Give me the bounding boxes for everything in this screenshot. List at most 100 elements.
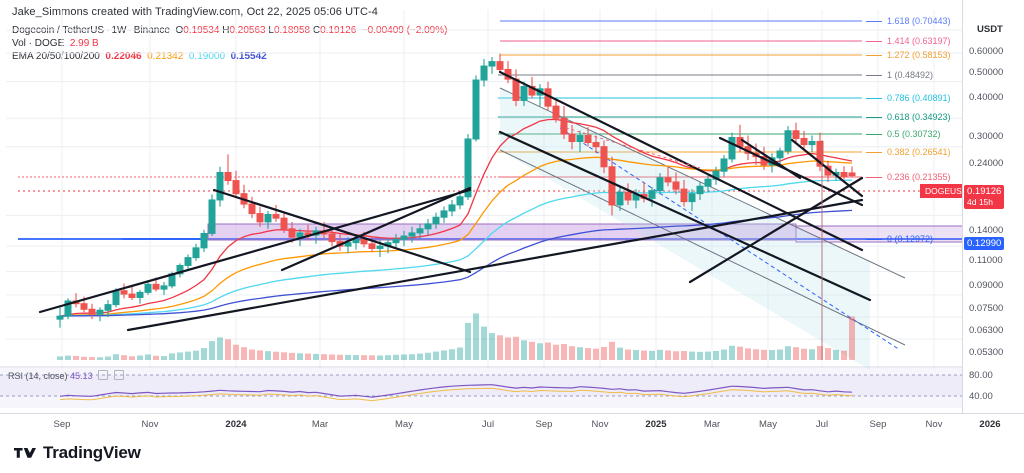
- trend-line[interactable]: [498, 130, 872, 302]
- volume-bar: [729, 345, 735, 360]
- volume-bar: [249, 349, 255, 360]
- candle-body: [112, 290, 120, 306]
- last-price-countdown: 4d 15h: [967, 197, 993, 207]
- volume-bar: [553, 344, 559, 360]
- time-tick-label: 2024: [225, 419, 247, 430]
- price-tick-label: 0.11000: [969, 255, 1003, 266]
- rsi-legend[interactable]: RSI (14, close) 45.13: [8, 370, 124, 381]
- candle-body: [184, 257, 192, 266]
- ema-line-100: [59, 179, 853, 317]
- candle-body: [616, 191, 624, 206]
- candle-body: [208, 199, 216, 234]
- volume-bar: [817, 346, 823, 360]
- candle-body: [88, 308, 96, 315]
- candle-body: [200, 232, 208, 249]
- price-tick-label: 0.09000: [969, 280, 1004, 291]
- rsi-ma-line: [59, 387, 853, 402]
- volume-bar: [649, 350, 655, 360]
- fib-level-label[interactable]: 0.382 (0.26541): [866, 147, 951, 157]
- candle-body: [232, 180, 240, 195]
- candle-body: [280, 217, 288, 230]
- legend-interval[interactable]: 1W: [111, 25, 127, 36]
- legend-open-label: O: [175, 25, 184, 36]
- volume-bar: [369, 355, 375, 360]
- volume-bar: [793, 347, 799, 360]
- volume-bar: [233, 344, 239, 360]
- volume-bar: [305, 353, 311, 360]
- ema-line-50: [59, 156, 853, 317]
- legend-row-volume[interactable]: Vol · DOGE 2.99 B: [12, 37, 447, 50]
- trend-line[interactable]: [38, 188, 472, 314]
- legend-row-symbol[interactable]: Dogecoin / TetherUS · 1W · Binance O0.19534 …: [12, 25, 448, 36]
- fib-level-label[interactable]: 1.272 (0.58153): [866, 50, 951, 60]
- time-tick-label: 2026: [979, 419, 1001, 430]
- trend-line[interactable]: [212, 188, 472, 274]
- trend-line[interactable]: [498, 70, 864, 252]
- candle-body: [656, 177, 664, 192]
- time-scale[interactable]: Sep Nov 2024 Mar May Jul Sep Nov 2025 Mar May Jul Se…: [0, 413, 1024, 438]
- legend-high-label: H: [222, 25, 230, 36]
- volume-bar: [465, 322, 471, 360]
- trend-line[interactable]: [688, 176, 864, 284]
- volume-bar: [273, 351, 279, 360]
- volume-bar: [73, 355, 79, 360]
- candle-body: [80, 303, 88, 310]
- eye-icon[interactable]: [98, 370, 109, 380]
- candle-body: [368, 243, 376, 249]
- fib-level-label[interactable]: 0.618 (0.34923): [866, 112, 951, 122]
- fib-level-label[interactable]: 0.236 (0.21355): [866, 172, 951, 182]
- candle-body: [272, 213, 280, 219]
- candle-body: [56, 315, 64, 320]
- volume-bar: [385, 355, 391, 360]
- candle-body: [720, 158, 728, 172]
- volume-bar: [57, 356, 63, 360]
- fib-level-label[interactable]: 0.786 (0.40891): [866, 93, 951, 103]
- volume-bar: [137, 355, 143, 360]
- trend-line[interactable]: [790, 138, 864, 198]
- candle-body: [424, 223, 432, 230]
- volume-bar: [201, 348, 207, 360]
- volume-bar: [785, 346, 791, 360]
- volume-bar: [689, 351, 695, 360]
- fib-level-label[interactable]: 0 (0.12972): [866, 234, 933, 244]
- fib-level-label[interactable]: 1.618 (0.70443): [866, 16, 951, 26]
- volume-bar: [801, 348, 807, 360]
- volume-bar: [81, 356, 87, 360]
- candle-body: [152, 283, 160, 290]
- settings-icon[interactable]: [113, 370, 124, 380]
- volume-bar: [209, 341, 215, 360]
- time-tick-label: Nov: [591, 419, 609, 430]
- trend-line[interactable]: [126, 198, 864, 332]
- fib-level-label[interactable]: 1.414 (0.63197): [866, 36, 951, 46]
- tradingview-wordmark: TradingView: [43, 443, 141, 462]
- last-price-badge[interactable]: 0.19126 4d 15h: [964, 185, 1005, 209]
- legend-close-value: 0.19126: [320, 25, 357, 36]
- fib-level-label[interactable]: 0.5 (0.30732): [866, 129, 941, 139]
- legend-ema-label: EMA 20/50/100/200: [12, 51, 100, 62]
- volume-bar: [665, 350, 671, 360]
- time-tick-label: Mar: [311, 419, 329, 430]
- volume-bar: [673, 351, 679, 360]
- candle-body: [432, 216, 440, 225]
- time-tick-label: 2025: [645, 419, 667, 430]
- trend-line[interactable]: [280, 186, 472, 272]
- legend-symbol[interactable]: Dogecoin / TetherUS: [12, 25, 105, 36]
- rsi-label: RSI (14, close): [8, 371, 68, 381]
- rsi-line: [59, 384, 853, 398]
- fib-level-label[interactable]: 1 (0.48492): [866, 70, 933, 80]
- volume-bar: [89, 357, 95, 360]
- trend-line[interactable]: [740, 138, 802, 180]
- volume-bar: [593, 348, 599, 360]
- candle-body: [592, 142, 600, 148]
- candle-body: [816, 141, 824, 167]
- time-tick-label: Nov: [925, 419, 943, 430]
- candle-body: [704, 178, 712, 187]
- price-scale[interactable]: USDT 0.60000 0.50000 0.40000 0.30000 0.24000 0…: [962, 0, 1024, 413]
- level-price-badge[interactable]: 0.12990: [964, 237, 1005, 250]
- candle-body: [248, 203, 256, 215]
- time-tick-label: May: [395, 419, 413, 430]
- legend-row-ema[interactable]: EMA 20/50/100/200 0.22046 0.21342 0.1900…: [12, 50, 447, 63]
- legend-high-value: 0.20563: [229, 25, 266, 36]
- candle-body: [176, 264, 184, 275]
- candle-body: [576, 135, 584, 143]
